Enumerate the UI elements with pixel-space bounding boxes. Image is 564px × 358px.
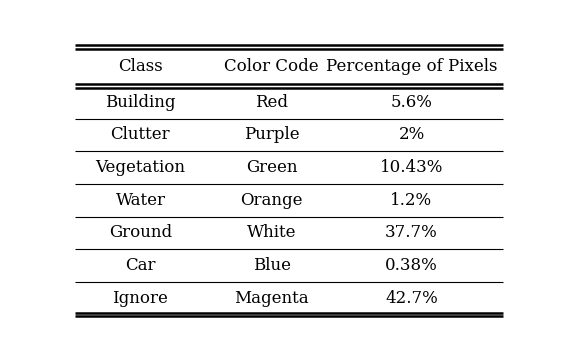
Text: 42.7%: 42.7% bbox=[385, 290, 438, 307]
Text: Color Code: Color Code bbox=[224, 58, 319, 75]
Text: Clutter: Clutter bbox=[111, 126, 170, 143]
Text: Blue: Blue bbox=[253, 257, 290, 274]
Text: Car: Car bbox=[125, 257, 156, 274]
Text: 10.43%: 10.43% bbox=[380, 159, 443, 176]
Text: Vegetation: Vegetation bbox=[95, 159, 186, 176]
Text: Green: Green bbox=[246, 159, 297, 176]
Text: Building: Building bbox=[105, 94, 176, 111]
Text: 1.2%: 1.2% bbox=[390, 192, 433, 209]
Text: 0.38%: 0.38% bbox=[385, 257, 438, 274]
Text: Ground: Ground bbox=[109, 224, 172, 241]
Text: Class: Class bbox=[118, 58, 163, 75]
Text: Water: Water bbox=[116, 192, 165, 209]
Text: 5.6%: 5.6% bbox=[390, 94, 433, 111]
Text: Purple: Purple bbox=[244, 126, 299, 143]
Text: Orange: Orange bbox=[240, 192, 303, 209]
Text: 2%: 2% bbox=[398, 126, 425, 143]
Text: Percentage of Pixels: Percentage of Pixels bbox=[325, 58, 497, 75]
Text: 37.7%: 37.7% bbox=[385, 224, 438, 241]
Text: White: White bbox=[247, 224, 296, 241]
Text: Ignore: Ignore bbox=[112, 290, 169, 307]
Text: Magenta: Magenta bbox=[234, 290, 309, 307]
Text: Red: Red bbox=[255, 94, 288, 111]
